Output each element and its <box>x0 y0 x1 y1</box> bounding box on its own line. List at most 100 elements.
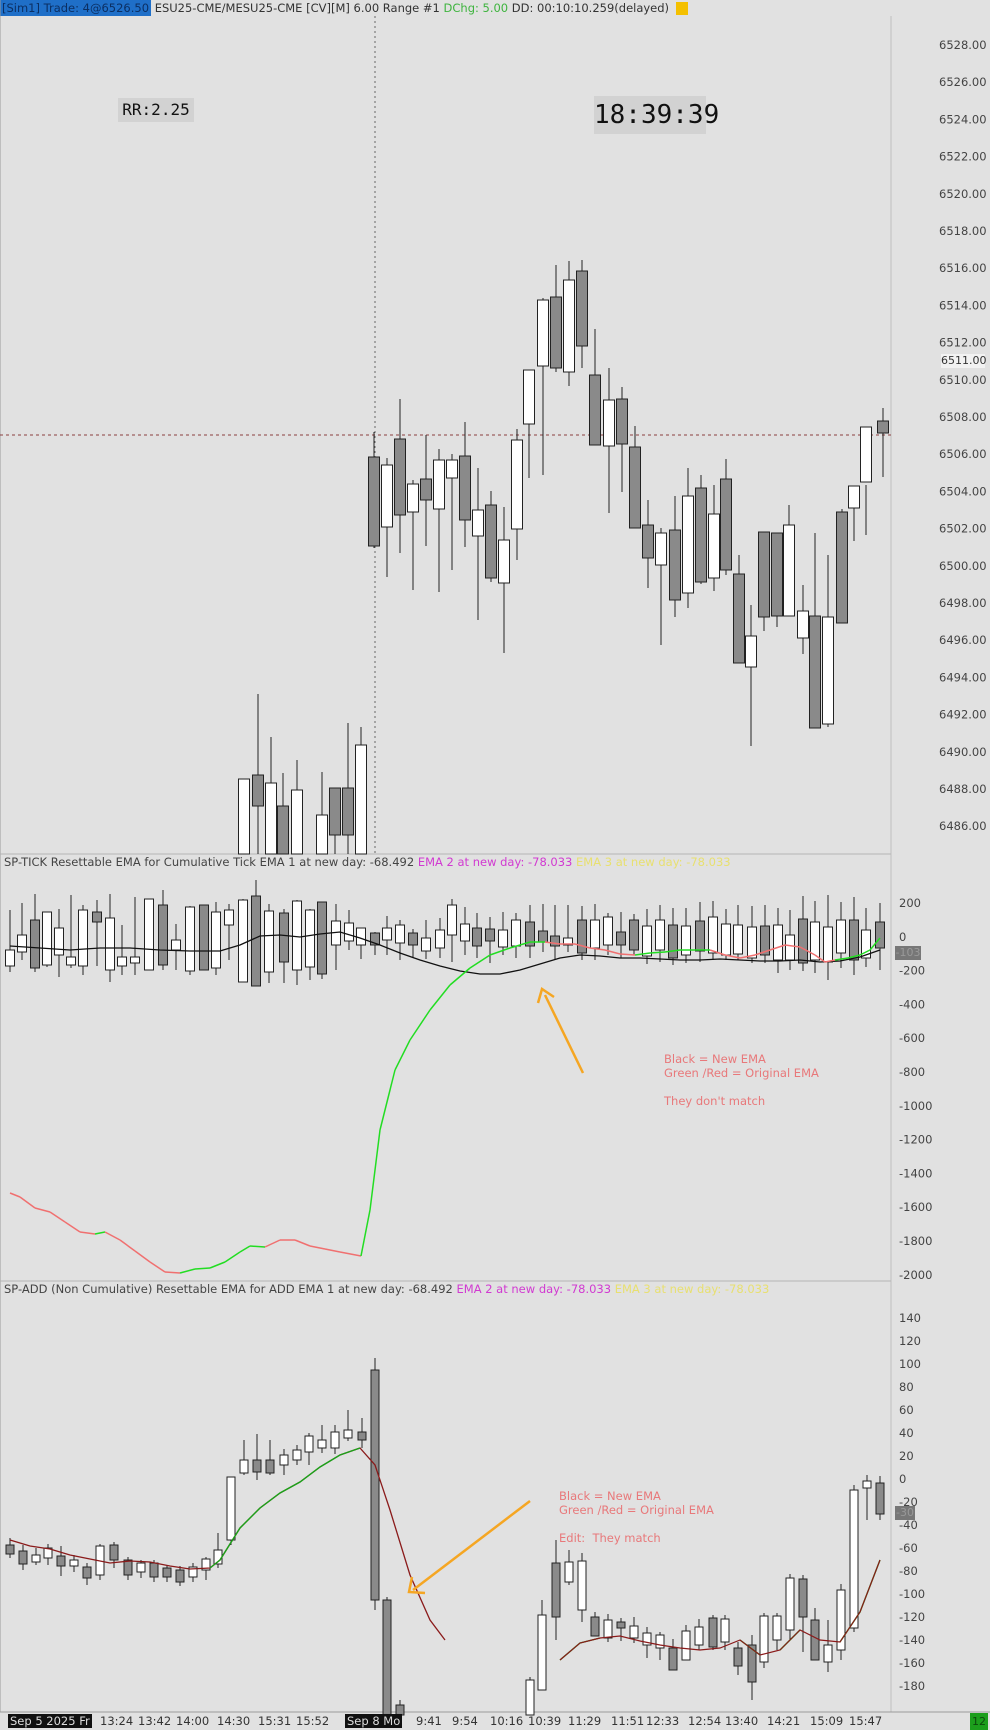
candle-body <box>316 814 328 855</box>
candle-body <box>525 1679 535 1716</box>
candle-body <box>798 918 808 964</box>
tick-value-badge: -103 <box>895 946 921 960</box>
candle-body <box>629 919 639 951</box>
ema-segment <box>814 954 826 963</box>
candle-body <box>797 610 809 639</box>
candle-body <box>66 956 76 966</box>
candle-body <box>563 279 575 373</box>
ema-segment <box>309 1245 326 1250</box>
price-axis-tick: 6508.00 <box>939 410 987 424</box>
ema-segment <box>339 1251 362 1257</box>
tick-axis-tick: -600 <box>899 1031 925 1045</box>
price-axis-tick: 6500.00 <box>939 559 987 573</box>
ema-segment <box>134 1250 151 1263</box>
candle-body <box>668 924 678 959</box>
candle-body <box>277 805 289 855</box>
ema-segment <box>769 944 786 951</box>
candle-body <box>823 926 833 963</box>
ema-segment <box>869 937 881 951</box>
time-axis-date-1: Sep 5 2025 Fr <box>8 1714 92 1728</box>
candle-body <box>485 504 497 579</box>
candle-body <box>472 927 482 947</box>
candle-body <box>199 904 209 971</box>
add-axis-tick: -60 <box>899 1541 918 1555</box>
price-axis-tick: 6516.00 <box>939 261 987 275</box>
candle-body <box>694 1626 704 1646</box>
candle-body <box>82 1566 92 1579</box>
candle-body <box>171 939 181 951</box>
time-axis-label: 11:51 <box>611 1714 645 1728</box>
candle-body <box>421 937 431 952</box>
candle-body <box>681 1630 691 1661</box>
candle-body <box>759 1615 769 1663</box>
tick-axis-tick: -800 <box>899 1065 925 1079</box>
candle-body <box>78 909 88 967</box>
candle-body <box>629 446 641 529</box>
candle-body <box>264 910 274 973</box>
candle-body <box>875 1482 885 1515</box>
ema-segment <box>94 1231 106 1235</box>
tick-panel-ema3: EMA 3 at new day: -78.033 <box>576 855 731 869</box>
ema-segment <box>369 1129 381 1211</box>
candle-body <box>330 1431 340 1449</box>
candle-body <box>822 616 834 725</box>
ema-segment <box>709 949 726 956</box>
candle-body <box>681 925 691 956</box>
add-candles <box>5 1358 885 1716</box>
ema-segment <box>834 957 849 961</box>
candle-body <box>629 1625 639 1639</box>
price-axis-tick: 6492.00 <box>939 708 987 722</box>
candle-body <box>809 615 821 729</box>
alert-icon[interactable] <box>675 2 688 15</box>
ema-segment <box>9 1192 21 1198</box>
ema-segment <box>489 947 511 956</box>
candle-body <box>836 919 846 954</box>
tick-axis-labels: 200 0 -200 -400 -600 -800 -1000 -1200 -1400 -1600… <box>899 896 932 1282</box>
ema-segment <box>119 1239 136 1252</box>
candle-body <box>669 529 681 601</box>
candle-body <box>798 1578 808 1618</box>
add-axis-tick: -180 <box>899 1679 925 1693</box>
tick-axis-tick: -1400 <box>899 1166 932 1180</box>
tick-axis-tick: -1000 <box>899 1099 932 1113</box>
candle-body <box>188 1566 198 1578</box>
connection-status-badge[interactable]: 12 <box>970 1713 988 1730</box>
price-axis-tick: 6512.00 <box>939 336 987 350</box>
sim-account-label[interactable]: [Sim1] Trade: 4@6526.50 <box>0 0 152 16</box>
candle-body <box>226 1476 236 1541</box>
candle-body <box>721 923 731 956</box>
time-axis-label: 9:54 <box>452 1714 478 1728</box>
candle-body <box>498 929 508 948</box>
time-axis-label: 14:00 <box>176 1714 210 1728</box>
ema-segment <box>249 1245 266 1248</box>
candle-body <box>576 270 588 347</box>
candle-body <box>525 921 535 947</box>
candle-body <box>382 927 392 941</box>
ema-segment <box>544 941 561 945</box>
ema-segment <box>209 1261 226 1269</box>
time-axis-date-2: Sep 8 Mo <box>345 1714 403 1728</box>
candle-body <box>162 1567 172 1578</box>
ema-segment <box>19 1196 36 1209</box>
candle-body <box>642 1632 652 1646</box>
candle-body <box>251 895 261 987</box>
ema-segment <box>164 1271 181 1274</box>
candle-body <box>43 1547 53 1559</box>
candle-body <box>655 919 665 951</box>
tick-axis-tick: -1200 <box>899 1133 932 1147</box>
add-panel-title: SP-ADD (Non Cumulative) Resettable EMA f… <box>4 1282 453 1296</box>
candle-body <box>616 1621 626 1629</box>
clock-box: 18:39:39 <box>594 96 719 134</box>
ema-segment <box>34 1207 51 1213</box>
tick-axis-tick: -200 <box>899 964 925 978</box>
risk-reward-box[interactable]: RR:2.25 <box>118 98 194 122</box>
candle-body <box>435 929 445 949</box>
time-axis-label: 15:47 <box>849 1714 883 1728</box>
candle-body <box>836 511 848 624</box>
candle-body <box>472 509 484 537</box>
tick-axis-tick: -1800 <box>899 1234 932 1248</box>
candle-body <box>130 956 140 964</box>
ema-segment <box>604 949 621 955</box>
ema-segment <box>360 1209 371 1257</box>
